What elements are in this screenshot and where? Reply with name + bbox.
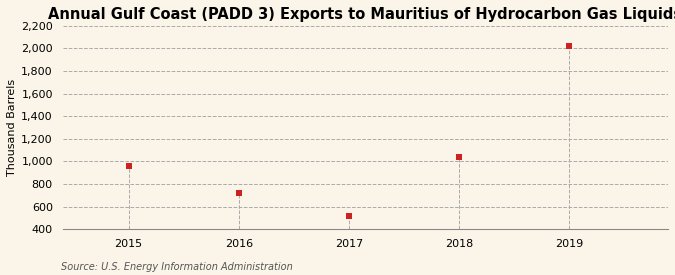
Point [344, 213, 354, 218]
Title: Annual Gulf Coast (PADD 3) Exports to Mauritius of Hydrocarbon Gas Liquids: Annual Gulf Coast (PADD 3) Exports to Ma… [48, 7, 675, 22]
Point [234, 191, 244, 195]
Point [124, 164, 134, 168]
Point [564, 44, 574, 48]
Point [454, 155, 464, 159]
Y-axis label: Thousand Barrels: Thousand Barrels [7, 79, 17, 176]
Text: Source: U.S. Energy Information Administration: Source: U.S. Energy Information Administ… [61, 262, 292, 272]
